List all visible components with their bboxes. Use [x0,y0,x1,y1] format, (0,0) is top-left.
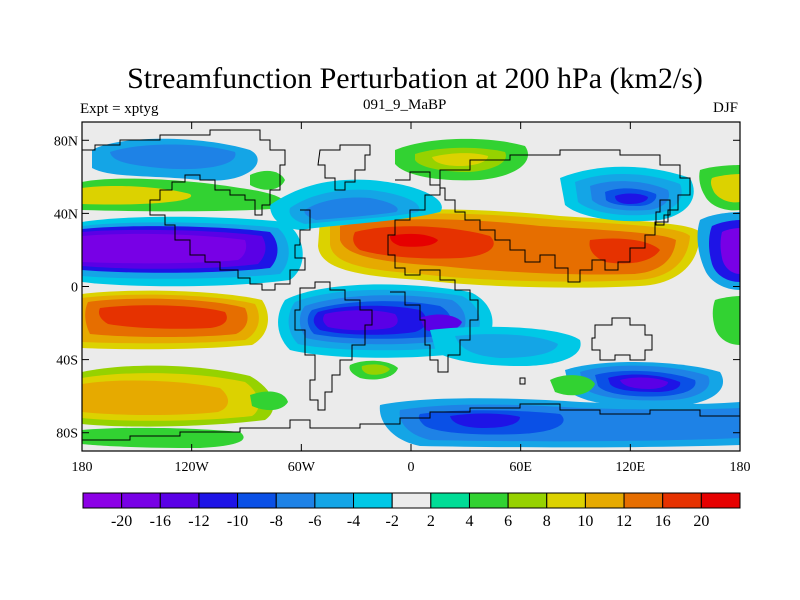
colorbar-label: 2 [427,513,435,530]
colorbar-swatch [584,492,625,509]
colorbar-swatch [391,492,432,509]
contour-fill [550,375,595,396]
lat-tick-label: 40N [54,207,78,222]
colorbar-label: -20 [111,513,132,530]
coastline-north-america [82,129,311,291]
lon-tick-label: 0 [408,460,415,475]
lon-tick-label: 60W [288,460,316,475]
chart-title: Streamfunction Perturbation at 200 hPa (… [127,62,703,95]
colorbar: -20 -16 -12 -10 -8 -6 -4 -2 2 4 6 8 10 12 16 20 [82,492,741,530]
contour-fill [620,377,668,389]
coastline-island [519,377,526,385]
lon-tick-label: 120E [616,460,646,475]
experiment-label: Expt = xptyg [80,101,159,117]
colorbar-swatch [198,492,239,509]
coastline-japan [655,199,671,226]
contour-fill [250,170,285,190]
lon-tick-label: 60E [509,460,532,475]
case-label: 091_9_MaBP [363,97,447,113]
colorbar-label: 20 [693,513,709,530]
colorbar-label: 12 [616,513,632,530]
contour-fill [110,144,236,170]
colorbar-label: -4 [347,513,360,530]
colorbar-swatch [159,492,200,509]
colorbar-swatch [353,492,393,509]
latitude-axis: 80N 40N 0 40S 80S [54,134,740,442]
colorbar-swatch [623,492,664,509]
lat-tick-label: 80N [54,134,78,149]
colorbar-swatch [121,492,161,509]
coastline-greenland [317,144,371,191]
colorbar-label: 10 [577,513,593,530]
coastline-europe-africa [387,171,479,373]
contour-fill [712,296,740,345]
contour-fill [82,233,247,264]
colorbar-swatch [546,492,586,509]
colorbar-swatch [275,492,316,509]
contour-fill [432,153,488,166]
contour-fill [304,197,398,220]
colorbar-swatch [700,492,741,509]
colorbar-label: -16 [150,513,171,530]
colorbar-label: 4 [465,513,473,530]
contour-fill [82,427,244,448]
colorbar-swatch [430,492,470,509]
lon-tick-label: 180 [72,460,93,475]
colorbar-swatch [82,492,123,509]
coastline-asia [439,149,691,283]
colorbar-label: 16 [655,513,671,530]
coastline-antarctica [82,403,740,441]
lon-tick-label: 180 [730,460,751,475]
colorbar-swatch [507,492,548,509]
contour-fill [82,186,192,205]
contour-fill [323,310,398,331]
contour-fill [615,193,648,204]
colorbar-swatch [314,492,355,509]
coastline-australia [591,317,653,361]
colorbar-label: -12 [188,513,209,530]
colorbar-label: -10 [227,513,248,530]
colorbar-label: 6 [504,513,512,530]
contour-fill [720,228,740,274]
contour-fill [450,413,520,428]
colorbar-swatch [237,492,277,509]
contour-fill [98,305,227,329]
lat-tick-label: 40S [56,354,78,369]
contour-fill [250,391,288,411]
contour-fill [589,238,660,264]
coastline-south-america [294,281,373,411]
colorbar-label: -6 [308,513,321,530]
contour-fill [420,314,462,332]
map-panel: 180 120W 60W 0 60E 120E 180 80N 40N 0 40S 80S [54,121,751,475]
contour-fill [455,334,558,358]
colorbar-label: -8 [270,513,283,530]
lat-tick-label: 80S [56,427,78,442]
coastlines [82,129,740,441]
season-label: DJF [713,100,739,116]
contour-fill [82,380,229,415]
lat-tick-label: 0 [71,281,78,296]
colorbar-swatch [468,492,509,509]
longitude-axis: 180 120W 60W 0 60E 120E 180 [72,122,751,475]
contour-fill [361,364,390,375]
contour-fill [390,233,438,247]
contour-fill [710,174,740,203]
colorbar-label: 8 [543,513,551,530]
lon-tick-label: 120W [175,460,210,475]
colorbar-swatch [662,492,702,509]
colorbar-label: -2 [386,513,399,530]
